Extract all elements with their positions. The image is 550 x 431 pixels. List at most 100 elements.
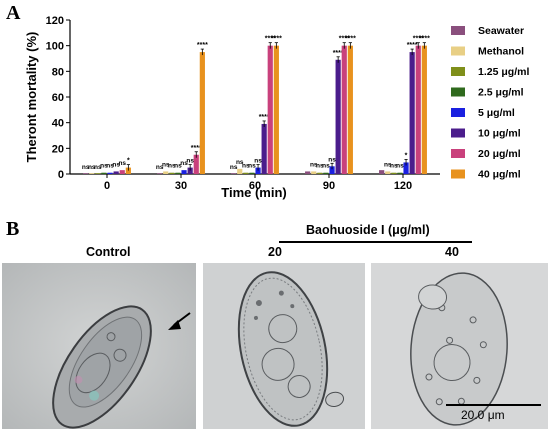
significance-label: **** <box>413 36 424 43</box>
significance-label: ns <box>248 163 256 170</box>
significance-label: ns <box>162 161 170 168</box>
bar <box>311 171 317 174</box>
significance-label: ns <box>94 164 102 171</box>
y-tick-label: 40 <box>52 118 64 130</box>
x-tick-label: 0 <box>104 180 110 192</box>
significance-label: ns <box>88 164 96 171</box>
significance-label: ns <box>390 163 398 170</box>
significance-label: **** <box>265 36 276 43</box>
bar <box>347 45 353 174</box>
legend-swatch <box>451 67 465 76</box>
bar <box>317 172 323 174</box>
bar <box>187 167 193 174</box>
significance-label: ns <box>112 161 120 168</box>
legend-label: 40 μg/ml <box>478 169 521 181</box>
y-tick-label: 80 <box>52 66 64 78</box>
bar <box>157 173 163 174</box>
bar <box>175 172 181 174</box>
legend-swatch <box>451 169 465 179</box>
micrograph-control <box>2 263 196 429</box>
bar <box>341 45 347 174</box>
scale-bar <box>446 404 541 406</box>
significance-label: ns <box>186 158 194 165</box>
bar <box>391 172 397 174</box>
y-axis-label: Theront mortality (%) <box>24 32 39 163</box>
bar <box>199 52 205 175</box>
bar <box>385 171 391 174</box>
dose-label-20: 20 <box>268 245 282 259</box>
control-theront-cell <box>52 305 152 429</box>
legend-label: Methanol <box>478 46 524 58</box>
bar <box>125 167 131 174</box>
x-axis-label: Time (min) <box>221 185 287 200</box>
bar <box>335 59 341 174</box>
significance-label: **** <box>407 42 418 49</box>
y-tick-label: 60 <box>52 92 64 104</box>
significance-label: ns <box>328 156 336 163</box>
legend-label: 1.25 μg/ml <box>478 66 529 78</box>
bar <box>249 172 255 174</box>
legend-swatch <box>451 128 465 138</box>
x-tick-label: 120 <box>394 180 412 192</box>
bar <box>261 123 267 174</box>
significance-label: ns <box>82 164 90 171</box>
significance-label: ns <box>254 158 262 165</box>
significance-label: **** <box>339 36 350 43</box>
bar <box>169 172 175 174</box>
significance-label: **** <box>345 36 356 43</box>
bar <box>421 45 427 174</box>
significance-label: ns <box>168 163 176 170</box>
bar <box>119 170 125 174</box>
significance-label: **** <box>191 145 202 152</box>
significance-label: ns <box>396 163 404 170</box>
significance-label: ns <box>156 164 164 171</box>
micrograph-20 <box>203 263 365 429</box>
treatment-bracket-line <box>279 241 472 243</box>
bar <box>273 45 279 174</box>
significance-label: ns <box>106 163 114 170</box>
legend-swatch <box>451 46 465 56</box>
bar <box>329 166 335 174</box>
legend-label: 20 μg/ml <box>478 148 521 160</box>
significance-label: **** <box>259 114 270 121</box>
significance-label: **** <box>419 36 430 43</box>
bar <box>267 45 273 174</box>
bar <box>95 173 101 174</box>
panel-b-letter: B <box>6 218 20 240</box>
bar <box>101 172 107 174</box>
bar <box>255 167 261 174</box>
bar <box>379 170 385 174</box>
significance-label: ns <box>322 163 330 170</box>
legend-swatch <box>451 26 465 35</box>
dose-label-40: 40 <box>445 245 459 259</box>
scale-bar-label: 20.0 μm <box>461 408 505 422</box>
significance-label: * <box>405 152 408 159</box>
x-axis-ticks: 0 30 60 90 120 <box>104 174 412 192</box>
bar <box>305 171 311 174</box>
significance-label: ns <box>316 163 324 170</box>
bar <box>397 172 403 174</box>
significance-label: ns <box>242 163 250 170</box>
significance-label: * <box>127 158 130 165</box>
legend-label: Seawater <box>478 25 524 37</box>
significance-label: ns <box>230 164 238 171</box>
y-tick-label: 100 <box>46 41 64 53</box>
significance-label: **** <box>271 36 282 43</box>
bar <box>83 173 89 174</box>
x-tick-label: 30 <box>175 180 187 192</box>
bar <box>243 172 249 174</box>
significance-label: ns <box>310 161 318 168</box>
arrow-head-icon <box>168 320 181 330</box>
micrograph-40: 20.0 μm <box>371 263 548 429</box>
bar <box>403 162 409 174</box>
significance-label: ns <box>100 163 108 170</box>
significance-label: ns <box>118 160 126 167</box>
theront-cell-40 <box>410 272 508 426</box>
legend-swatch <box>451 108 465 117</box>
bar <box>107 172 113 174</box>
significance-label: ns <box>174 163 182 170</box>
theront-cell-20 <box>237 271 345 427</box>
y-axis-ticks: 0 20 40 60 80 100 120 <box>46 15 70 181</box>
